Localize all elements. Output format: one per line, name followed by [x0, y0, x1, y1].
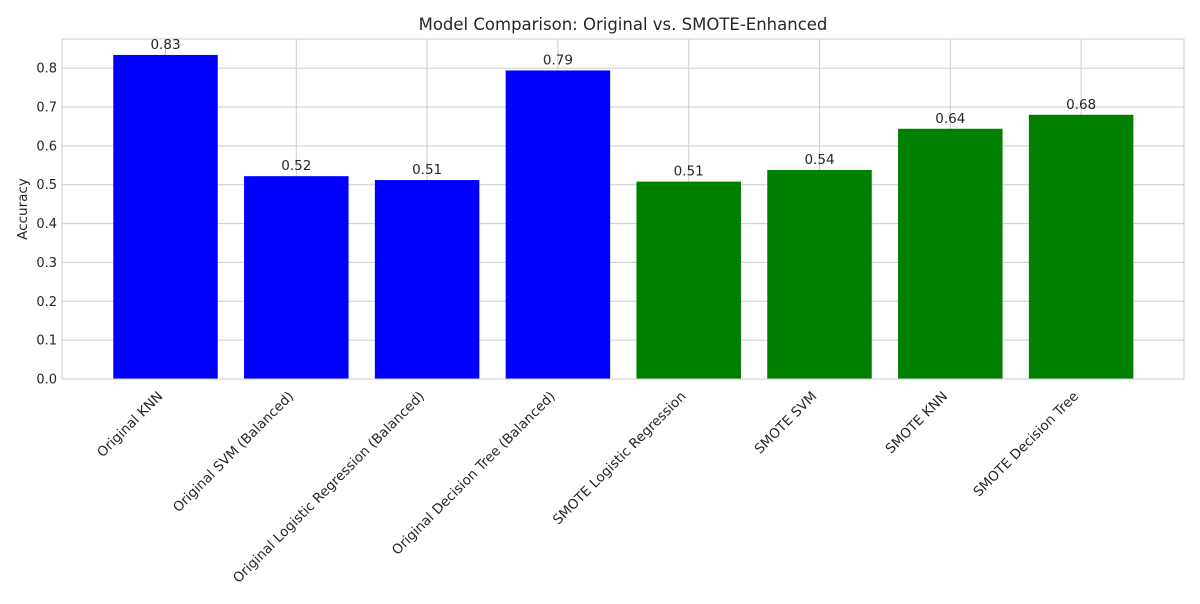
x-tick-label: SMOTE Logistic Regression: [550, 389, 690, 529]
plot-frame: [61, 38, 1185, 380]
y-tick-label: 0.8: [36, 62, 57, 77]
bar-value-label: 0.51: [412, 162, 442, 178]
y-tick-label: 0.5: [36, 178, 57, 193]
x-tick-label: SMOTE SVM: [751, 389, 820, 458]
y-tick-label: 0.3: [36, 256, 57, 271]
y-tick-label: 0.0: [36, 373, 57, 388]
bar-value-label: 0.52: [281, 158, 311, 174]
x-tick-label: Original SVM (Balanced): [170, 389, 297, 516]
bar: [636, 181, 741, 379]
bar-value-label: 0.51: [674, 164, 704, 180]
bar: [1028, 114, 1134, 380]
bar: [505, 70, 611, 379]
bar-value-label: 0.64: [935, 111, 965, 127]
data-labels: 0.83 0.52 0.51 0.79 0.51 0.54 0.64 0.68: [150, 37, 1096, 180]
x-tick-label: SMOTE KNN: [883, 389, 952, 458]
x-tick-labels: Original KNN Original SVM (Balanced) Origi…: [94, 389, 1082, 587]
bar: [767, 169, 872, 379]
x-tick-label: Original Decision Tree (Balanced): [389, 389, 559, 559]
bar: [898, 128, 1003, 379]
bar: [113, 54, 218, 379]
x-tick-label: Original KNN: [94, 389, 166, 461]
y-axis-label: Accuracy: [15, 178, 31, 240]
y-tick-label: 0.4: [36, 217, 57, 232]
bar-value-label: 0.79: [543, 52, 573, 68]
chart-title: Model Comparison: Original vs. SMOTE-Enh…: [419, 15, 828, 34]
y-tick-label: 0.7: [36, 101, 57, 116]
y-tick-label: 0.2: [36, 295, 57, 310]
x-tick-label: SMOTE Decision Tree: [970, 389, 1082, 501]
y-tick-label: 0.1: [36, 334, 57, 349]
y-tick-label: 0.6: [36, 139, 57, 154]
plot-area: [62, 39, 1184, 379]
bar-value-label: 0.68: [1066, 97, 1096, 113]
bar: [244, 176, 349, 379]
bar-value-label: 0.83: [150, 37, 180, 53]
bars: [113, 54, 1134, 380]
bar-value-label: 0.54: [804, 152, 834, 168]
y-tick-labels: 0.0 0.1 0.2 0.3 0.4 0.5 0.6 0.7 0.8: [36, 62, 57, 388]
bar: [374, 180, 480, 379]
